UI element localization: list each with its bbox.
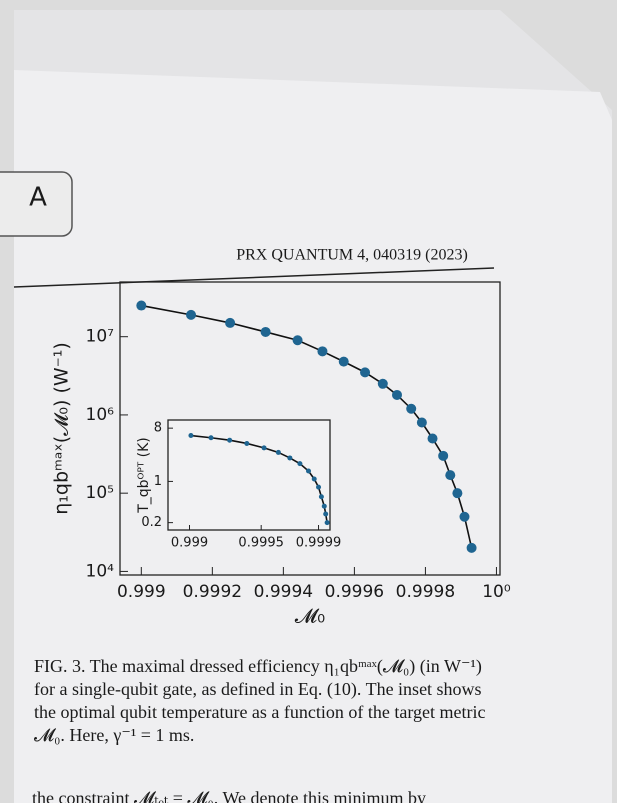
- data-point: [186, 309, 197, 320]
- data-point: [292, 335, 303, 346]
- data-point: [316, 484, 322, 490]
- data-point: [377, 378, 388, 389]
- data-point: [427, 433, 438, 444]
- data-point: [338, 356, 349, 367]
- plot-frame: [119, 281, 501, 576]
- data-point: [416, 417, 427, 428]
- caption: FIG. 3. The maximal dressed efficiency η…: [34, 656, 486, 745]
- body-text: the constraint 𝓜ₜₒₜ = 𝓜₀. We denote this…: [32, 788, 426, 803]
- data-point: [275, 449, 281, 455]
- data-point: [136, 300, 147, 311]
- header-rule: [13, 267, 495, 288]
- caption-line: for a single-qubit gate, as defined in E…: [34, 679, 482, 700]
- data-point: [317, 346, 328, 357]
- data-point: [392, 389, 403, 400]
- plot-frame: [167, 419, 331, 531]
- x-tick-label: 0.9994: [254, 582, 313, 602]
- data-point: [466, 542, 477, 553]
- sticky-note: [0, 171, 73, 237]
- data-point: [445, 470, 456, 481]
- data-point: [287, 455, 293, 461]
- data-point: [225, 317, 236, 328]
- data-point: [321, 503, 327, 509]
- x-tick-label: 0.9998: [396, 582, 455, 602]
- y-tick-label: 10⁷: [86, 327, 115, 347]
- data-point: [297, 461, 303, 467]
- x-axis-label: 𝓜₀: [295, 604, 325, 628]
- data-point: [208, 435, 214, 441]
- x-tick-label: 10⁰: [482, 582, 511, 602]
- data-point: [188, 433, 194, 439]
- y-axis-label: η₁qbᵐᵃˣ(𝓜₀) (W⁻¹): [51, 342, 73, 515]
- data-point: [318, 494, 324, 500]
- data-point: [305, 468, 311, 474]
- x-tick-label: 0.9996: [325, 582, 384, 602]
- x-tick-label: 0.999: [171, 536, 208, 551]
- data-point: [360, 367, 371, 378]
- y-tick-label: 10⁵: [86, 483, 114, 503]
- caption-line: FIG. 3. The maximal dressed efficiency η…: [34, 656, 482, 677]
- data-point: [406, 403, 417, 414]
- data-point: [438, 450, 449, 461]
- y-tick-label: 1: [154, 474, 162, 489]
- data-point: [311, 476, 317, 482]
- x-tick-label: 0.9999: [296, 536, 342, 551]
- caption-line: 𝓜₀. Here, γ⁻¹ = 1 ms.: [34, 725, 194, 745]
- y-tick-label: 0.2: [141, 515, 162, 530]
- y-tick-label: 10⁴: [86, 561, 115, 581]
- data-point: [244, 440, 250, 446]
- x-tick-label: 0.9995: [238, 536, 284, 551]
- x-tick-label: 0.999: [117, 582, 166, 602]
- data-point: [261, 445, 267, 451]
- data-point: [227, 437, 233, 443]
- data-point: [324, 520, 330, 526]
- journal-header: PRX QUANTUM 4, 040319 (2023): [236, 247, 468, 264]
- data-point: [323, 511, 329, 517]
- data-point: [459, 511, 470, 522]
- data-point: [452, 488, 463, 499]
- x-tick-label: 0.9992: [183, 582, 242, 602]
- note-text: A: [29, 183, 47, 213]
- caption-line: the optimal qubit temperature as a funct…: [34, 702, 486, 722]
- data-point: [260, 326, 271, 337]
- y-tick-label: 8: [154, 421, 162, 436]
- y-axis-label: T_qbᴼᴾᵀ (K): [136, 437, 152, 514]
- y-tick-label: 10⁶: [86, 405, 115, 425]
